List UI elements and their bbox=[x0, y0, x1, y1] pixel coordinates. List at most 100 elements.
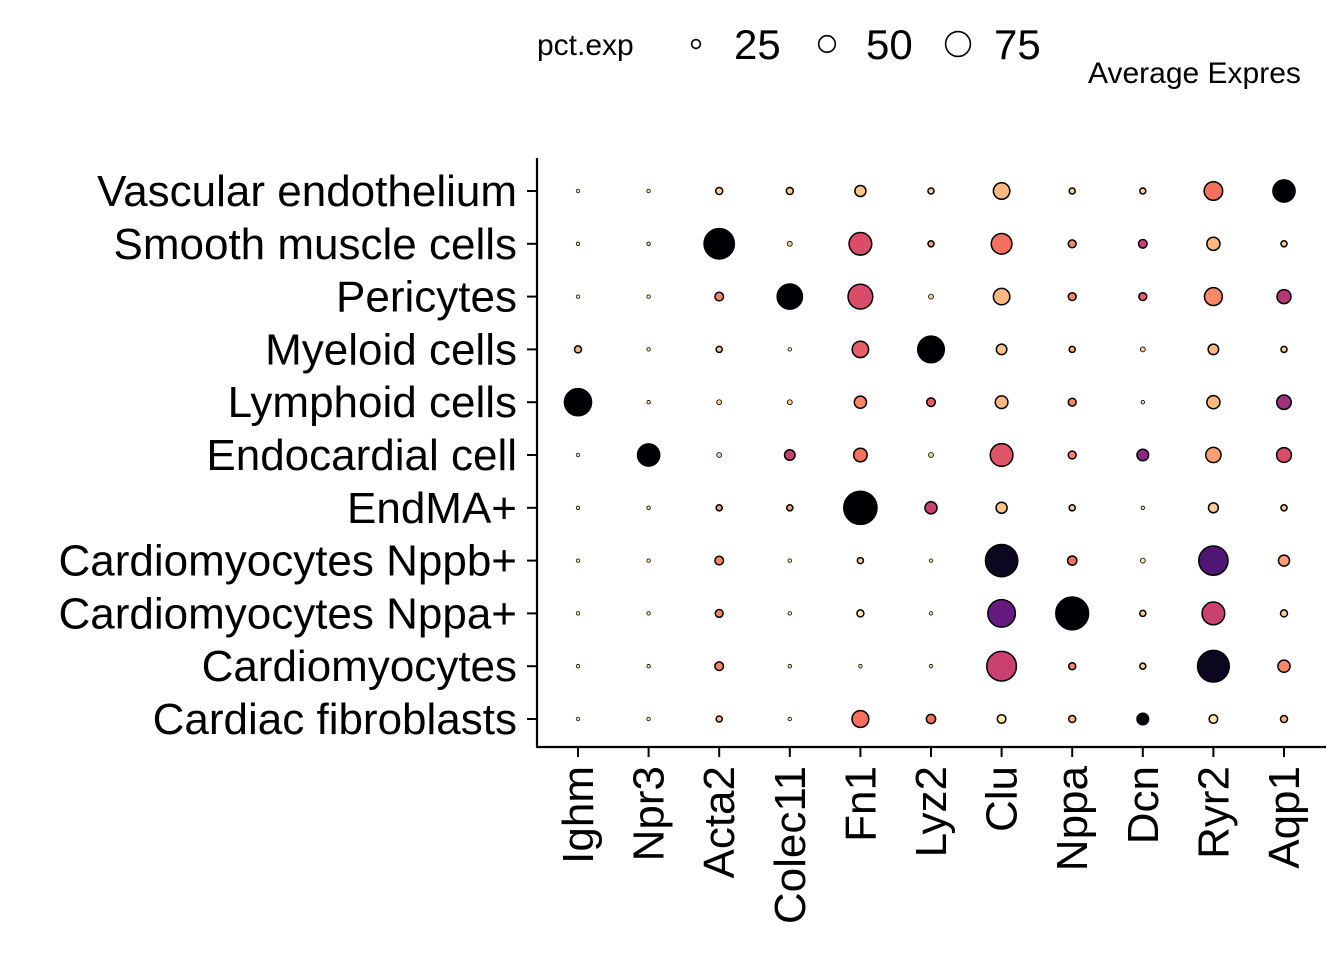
dot-endma--ighm bbox=[575, 505, 581, 510]
dot-lymphoid-cells-dcn bbox=[1140, 400, 1145, 405]
dot-vascular-endothelium-fn1 bbox=[854, 184, 867, 198]
dot-smooth-muscle-cells-clu bbox=[990, 232, 1013, 255]
dot-cardiomyocytes-nppa--dcn bbox=[1139, 609, 1147, 618]
dot-endma--acta2 bbox=[715, 504, 723, 512]
dot-smooth-muscle-cells-colec11 bbox=[786, 240, 793, 247]
dot-pericytes-clu bbox=[992, 287, 1011, 306]
dot-cardiac-fibroblasts-nppa bbox=[1067, 714, 1077, 724]
dot-cardiomyocytes-nppa--colec11 bbox=[787, 611, 792, 616]
dot-cardiomyocytes-fn1 bbox=[858, 664, 863, 669]
y-tick-label: EndMA+ bbox=[347, 484, 517, 533]
x-tick-label: Ryr2 bbox=[1189, 766, 1238, 859]
dot-lymphoid-cells-acta2 bbox=[716, 399, 723, 406]
dot-myeloid-cells-fn1 bbox=[851, 340, 870, 359]
dot-lymphoid-cells-clu bbox=[994, 395, 1009, 410]
dot-endocardial-cell-clu bbox=[989, 442, 1014, 468]
size-legend-value-25: 25 bbox=[734, 21, 781, 68]
dot-vascular-endothelium-clu bbox=[992, 182, 1011, 200]
dot-lymphoid-cells-aqp1 bbox=[1276, 394, 1292, 411]
dot-pericytes-acta2 bbox=[714, 291, 725, 302]
dot-pericytes-lyz2 bbox=[928, 293, 934, 300]
y-tick-label: Vascular endothelium bbox=[97, 167, 517, 216]
dot-cardiomyocytes-nppa--acta2 bbox=[714, 608, 724, 619]
dot-myeloid-cells-ighm bbox=[573, 345, 583, 354]
dot-cardiac-fibroblasts-lyz2 bbox=[925, 713, 937, 725]
dot-cardiac-fibroblasts-aqp1 bbox=[1279, 714, 1289, 724]
x-tick-label: Acta2 bbox=[695, 766, 744, 879]
dot-vascular-endothelium-npr3 bbox=[646, 188, 651, 194]
dot-cardiac-fibroblasts-fn1 bbox=[851, 709, 870, 729]
x-tick-label: Colec11 bbox=[766, 766, 815, 924]
y-tick-label: Cardiomyocytes Nppa+ bbox=[58, 589, 517, 638]
dot-vascular-endothelium-aqp1 bbox=[1272, 179, 1296, 203]
dot-pericytes-aqp1 bbox=[1276, 288, 1292, 305]
dot-cardiac-fibroblasts-colec11 bbox=[787, 716, 792, 722]
dot-endocardial-cell-npr3 bbox=[636, 443, 661, 467]
dot-pericytes-npr3 bbox=[646, 294, 651, 299]
dot-cardiomyocytes-nppa bbox=[1067, 661, 1077, 671]
dot-cardiac-fibroblasts-clu bbox=[996, 713, 1007, 725]
dot-cardiomyocytes-nppb--dcn bbox=[1139, 557, 1146, 564]
dot-vascular-endothelium-ryr2 bbox=[1203, 180, 1224, 202]
dot-endocardial-cell-dcn bbox=[1136, 448, 1150, 462]
y-tick-label: Cardiomyocytes bbox=[202, 642, 517, 691]
y-tick-label: Cardiac fibroblasts bbox=[153, 695, 517, 744]
dot-cardiomyocytes-nppb--lyz2 bbox=[928, 558, 934, 563]
x-tick-label: Fn1 bbox=[836, 766, 885, 842]
dot-endma--clu bbox=[995, 501, 1008, 515]
x-tick-label: Lyz2 bbox=[907, 766, 956, 857]
y-tick-label: Lymphoid cells bbox=[228, 378, 517, 427]
dot-smooth-muscle-cells-lyz2 bbox=[927, 240, 935, 248]
x-tick-labels: Ighm Npr3 Acta2 Colec11 Fn1 Lyz2 Clu Nppa Dcn Ryr… bbox=[554, 765, 1309, 924]
dot-cardiomyocytes-ighm bbox=[575, 664, 581, 669]
dot-endocardial-cell-ighm bbox=[575, 452, 581, 458]
dot-pericytes-colec11 bbox=[776, 283, 804, 310]
x-tick-label: Clu bbox=[978, 766, 1027, 832]
y-tick-label: Pericytes bbox=[336, 273, 517, 322]
dot-smooth-muscle-cells-ryr2 bbox=[1206, 236, 1221, 252]
x-tick-label: Aqp1 bbox=[1260, 766, 1309, 869]
x-tick-label: Dcn bbox=[1119, 766, 1168, 844]
dot-lymphoid-cells-ighm bbox=[563, 387, 593, 417]
dot-cardiomyocytes-nppa--fn1 bbox=[856, 609, 865, 618]
dot-cardiomyocytes-nppa--nppa bbox=[1055, 596, 1090, 631]
dot-cardiomyocytes-clu bbox=[986, 650, 1018, 682]
dot-myeloid-cells-dcn bbox=[1139, 346, 1146, 353]
dot-lymphoid-cells-lyz2 bbox=[925, 397, 937, 408]
dot-cardiac-fibroblasts-acta2 bbox=[715, 715, 723, 723]
dot-lymphoid-cells-nppa bbox=[1067, 397, 1077, 407]
dot-cardiac-fibroblasts-ighm bbox=[575, 716, 581, 722]
dot-endma--aqp1 bbox=[1280, 504, 1288, 512]
size-legend-value-50: 50 bbox=[866, 21, 913, 68]
size-legend: pct.exp 25 50 75 bbox=[537, 21, 1041, 68]
dot-myeloid-cells-lyz2 bbox=[916, 335, 946, 364]
x-tick-label: Npr3 bbox=[625, 766, 674, 861]
dot-cardiomyocytes-acta2 bbox=[714, 661, 725, 672]
dot-smooth-muscle-cells-acta2 bbox=[703, 227, 736, 260]
size-legend-value-75: 75 bbox=[994, 21, 1041, 68]
dot-cardiac-fibroblasts-dcn bbox=[1136, 712, 1150, 726]
dot-endma--colec11 bbox=[786, 504, 794, 512]
y-tick-label: Cardiomyocytes Nppb+ bbox=[58, 537, 517, 586]
dot-cardiomyocytes-dcn bbox=[1139, 662, 1147, 670]
dot-cardiomyocytes-nppa--ighm bbox=[575, 611, 581, 616]
dot-endocardial-cell-aqp1 bbox=[1275, 446, 1293, 464]
dot-cardiomyocytes-nppb--npr3 bbox=[646, 558, 651, 563]
dot-cardiomyocytes-nppa--npr3 bbox=[646, 611, 651, 616]
dot-endma--npr3 bbox=[646, 505, 651, 510]
dot-smooth-muscle-cells-npr3 bbox=[646, 241, 651, 246]
size-legend-key-50 bbox=[817, 34, 837, 54]
dot-myeloid-cells-npr3 bbox=[646, 347, 651, 352]
dot-lymphoid-cells-colec11 bbox=[786, 399, 793, 406]
dot-cardiomyocytes-nppb--colec11 bbox=[787, 558, 792, 563]
dot-smooth-muscle-cells-ighm bbox=[575, 241, 581, 246]
dot-endocardial-cell-ryr2 bbox=[1205, 446, 1222, 464]
dot-endocardial-cell-acta2 bbox=[716, 452, 723, 458]
y-tick-label: Myeloid cells bbox=[265, 325, 517, 374]
dot-smooth-muscle-cells-aqp1 bbox=[1280, 240, 1288, 248]
x-tick-label: Nppa bbox=[1048, 765, 1097, 871]
dot-cardiomyocytes-ryr2 bbox=[1196, 649, 1231, 683]
dot-myeloid-cells-acta2 bbox=[715, 345, 723, 354]
